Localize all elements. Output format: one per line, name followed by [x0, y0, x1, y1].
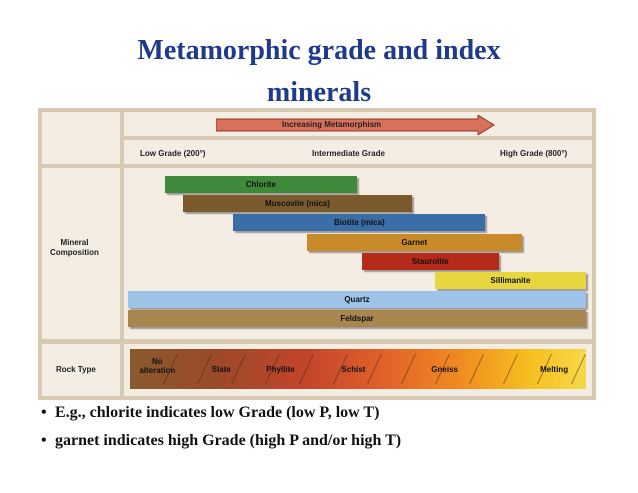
low-grade-label: Low Grade (200°)	[140, 149, 206, 158]
mineral-label: Biotite (mica)	[333, 218, 385, 228]
mineral-bar-garnet	[306, 233, 522, 251]
rock-type-label: Schist	[341, 365, 366, 374]
mineral-bar-chlorite	[164, 176, 357, 193]
rock-separator	[503, 354, 518, 384]
mineral-bar-quartz	[128, 291, 586, 309]
mineral-label: Staurolite	[411, 256, 449, 266]
mineral-label: Garnet	[401, 237, 428, 247]
bullet-dot-2: •	[41, 432, 47, 449]
mineral-bar-biotite-mica	[233, 214, 486, 232]
bullet-2: • garnet indicates high Grade (high P and…	[41, 432, 402, 450]
bullet-text-1: E.g., chlorite indicates low Grade (low …	[55, 404, 380, 421]
rock-type-label: No alteration	[139, 357, 176, 375]
mineral-label: Feldspar	[340, 314, 374, 324]
mineral-bar-feldspar	[128, 310, 586, 328]
mineral-bar-staurolite	[361, 252, 499, 270]
rock-heading-panel	[42, 344, 120, 396]
rock-type-label: Phyllite	[266, 365, 295, 374]
mineral-label: Quartz	[344, 295, 370, 305]
mineral-bar-sillimanite	[434, 272, 586, 289]
arrow-label: Increasing Metamorphism	[282, 120, 382, 129]
high-grade-label: High Grade (800°)	[500, 149, 568, 158]
mineral-heading-panel	[42, 168, 120, 339]
mineral-label: Sillimanite	[490, 276, 531, 285]
rock-type-label: Gneiss	[431, 365, 458, 374]
rock-type-label: Slate	[211, 365, 231, 374]
slide-title-line1: Metamorphic grade and index	[137, 35, 501, 66]
mineral-label: Muscovite (mica)	[265, 199, 330, 209]
header-left-panel	[42, 112, 120, 164]
slide-title-line2: minerals	[266, 77, 372, 108]
increasing-metamorphism-arrow	[216, 115, 495, 135]
mineral-bars: Chlorite Muscovite (mica) Biotite (mica) Ga…	[128, 176, 586, 336]
mineral-label: Chlorite	[245, 180, 276, 189]
bullet-dot-1: •	[41, 404, 47, 421]
mineral-bar-muscovite-mica	[182, 195, 412, 213]
intermediate-grade-label: Intermediate Grade	[312, 149, 385, 158]
mineral-composition-heading: Mineral Composition	[50, 238, 99, 257]
metamorphic-grade-diagram: Increasing Metamorphism Low Grade (200°)…	[38, 108, 596, 400]
bullet-1: • E.g., chlorite indicates low Grade (low…	[41, 404, 380, 422]
rock-types: No alteration Slate Phyllite Schist Gneiss Me…	[130, 349, 586, 389]
grade-panel	[124, 140, 592, 164]
bullet-text-2: garnet indicates high Grade (high P and/…	[55, 432, 402, 449]
rock-type-label: Melting	[540, 365, 569, 374]
rock-type-heading: Rock Type	[56, 365, 96, 374]
